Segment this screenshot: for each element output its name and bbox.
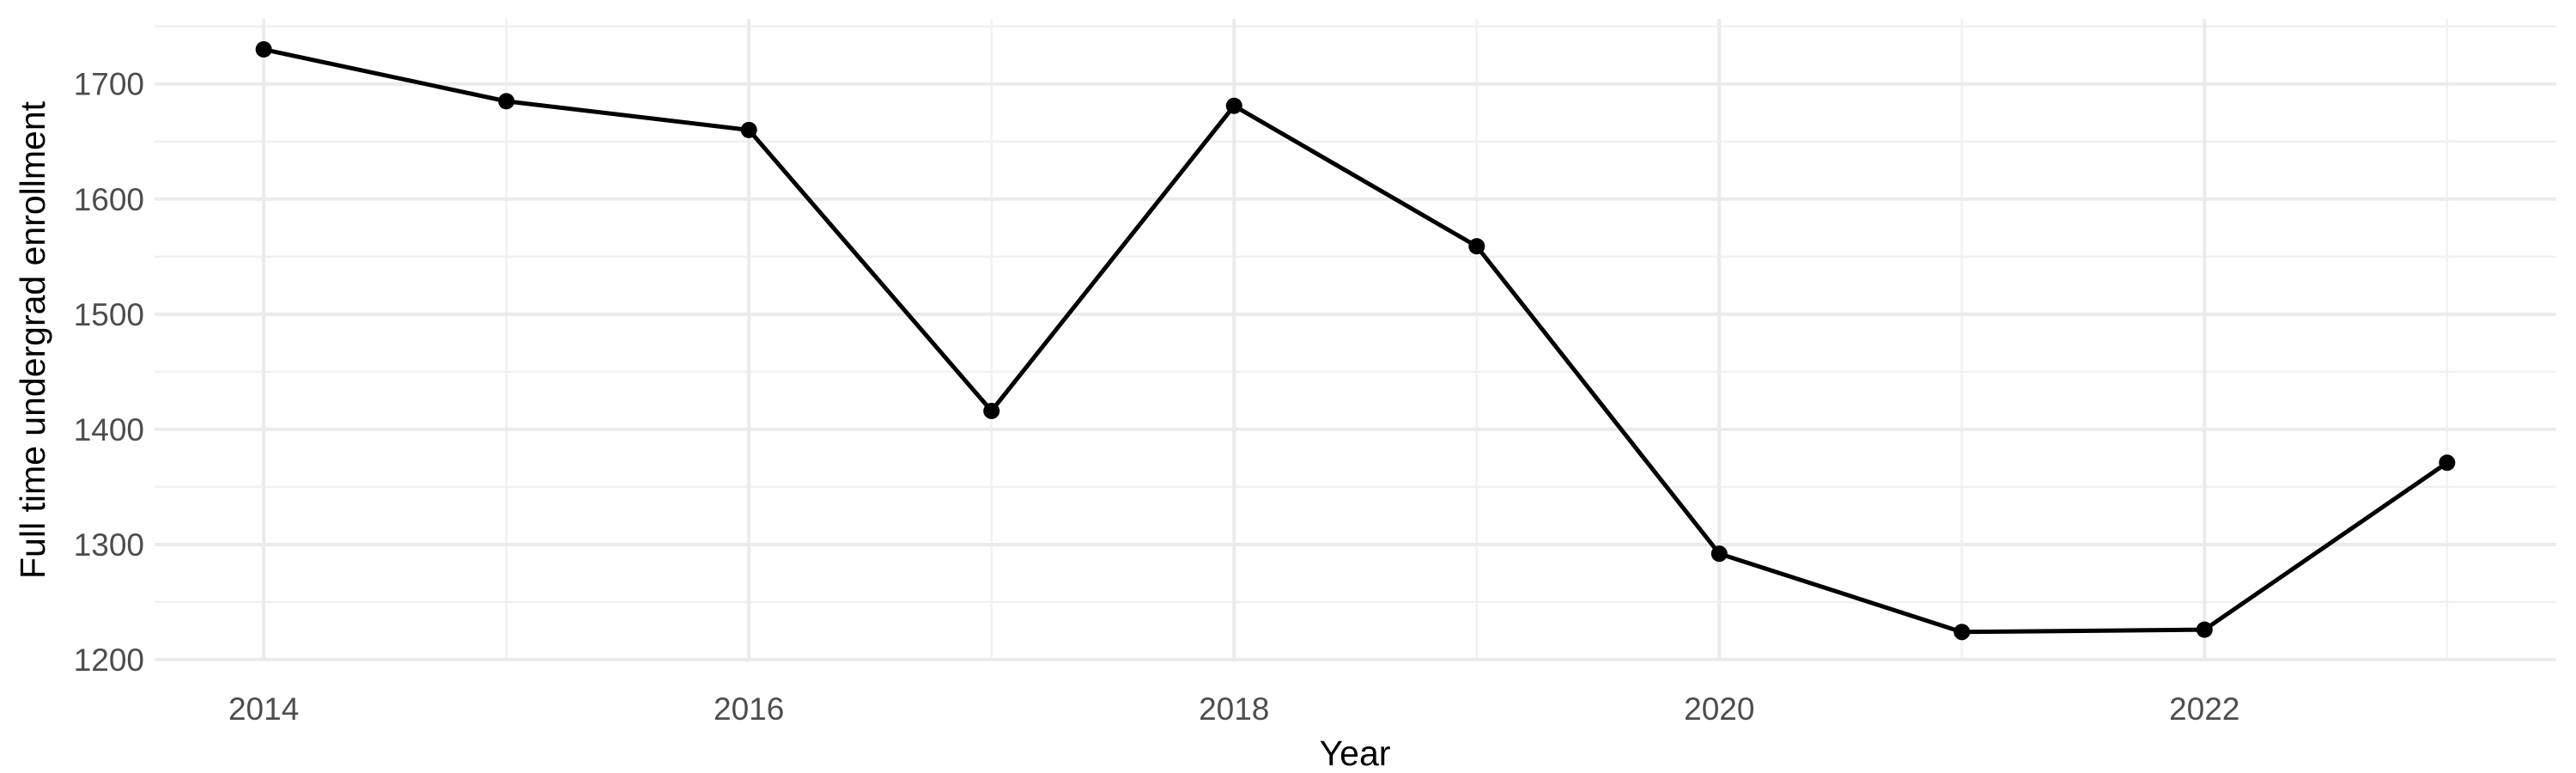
- data-point-2014: [255, 41, 272, 58]
- y-tick-label-1600: 1600: [74, 182, 144, 217]
- data-point-2017: [983, 402, 1000, 419]
- x-tick-label-2016: 2016: [714, 691, 784, 727]
- data-point-2023: [2439, 454, 2456, 472]
- y-tick-label-1400: 1400: [74, 412, 144, 447]
- x-tick-label-2020: 2020: [1684, 691, 1754, 727]
- x-axis-title: Year: [1320, 733, 1391, 773]
- data-point-2016: [740, 121, 757, 138]
- x-tick-label-2018: 2018: [1199, 691, 1269, 727]
- data-point-2021: [1953, 624, 1971, 641]
- data-point-2018: [1225, 97, 1242, 114]
- y-tick-label-1200: 1200: [74, 642, 144, 678]
- data-point-2020: [1710, 545, 1728, 563]
- data-point-2019: [1468, 238, 1485, 255]
- tick-label-layer: 1200 1300 1400 1500 1600 1700 2014 2016 2018 2020…: [74, 67, 2240, 727]
- x-tick-label-2022: 2022: [2169, 691, 2239, 727]
- y-tick-label-1700: 1700: [74, 67, 144, 102]
- y-axis-title: Full time undergrad enrollment: [13, 100, 52, 579]
- grid-minor-layer: [155, 19, 2556, 661]
- data-point-2022: [2196, 621, 2213, 638]
- series-layer: [255, 41, 2456, 641]
- grid-major-layer: [155, 19, 2556, 661]
- y-tick-label-1300: 1300: [74, 527, 144, 563]
- enrollment-trend-line: [263, 47, 2449, 635]
- y-tick-label-1500: 1500: [74, 297, 144, 332]
- x-tick-label-2014: 2014: [228, 691, 299, 727]
- data-point-2015: [498, 93, 515, 110]
